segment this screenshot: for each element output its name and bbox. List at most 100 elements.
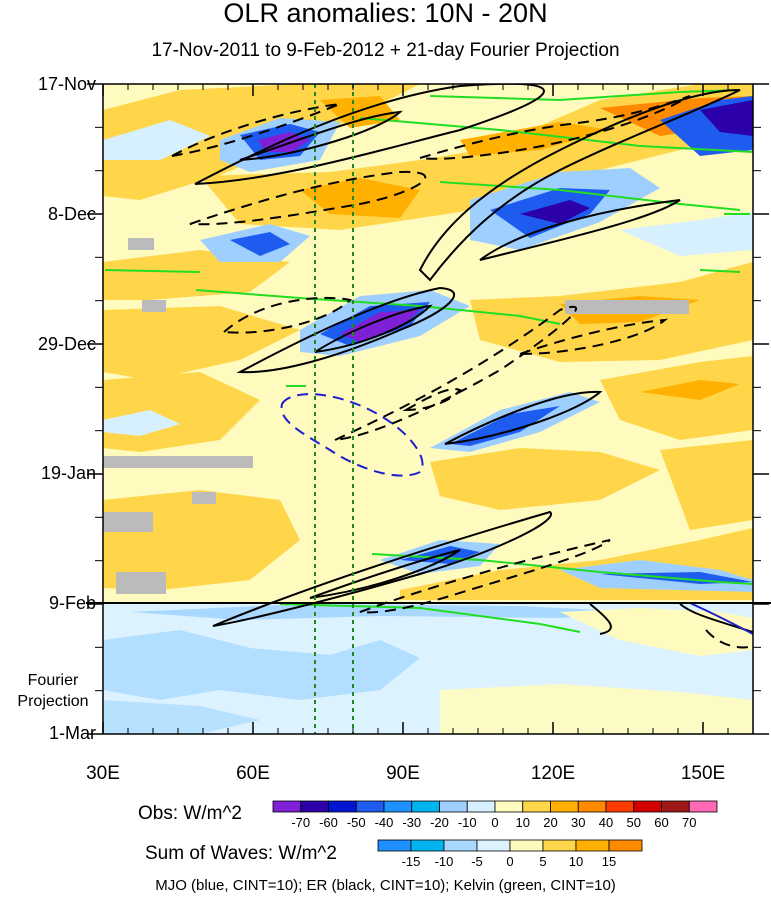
missing-data bbox=[565, 300, 689, 314]
colorbar-label: 50 bbox=[627, 815, 641, 830]
er-contour-positive bbox=[479, 199, 681, 261]
colorbar-label: 10 bbox=[569, 854, 583, 869]
missing-data bbox=[116, 572, 166, 594]
x-tick-label: 90E bbox=[386, 763, 420, 784]
axis-ticks bbox=[87, 83, 769, 735]
chart-subtitle: 17-Nov-2011 to 9-Feb-2012 + 21-day Fouri… bbox=[151, 40, 620, 61]
y-tick-label: 17-Nov bbox=[37, 74, 96, 94]
missing-data bbox=[103, 456, 253, 468]
missing-data bbox=[192, 492, 216, 504]
er-contour-positive bbox=[309, 549, 461, 599]
colorbar-swatch bbox=[377, 839, 412, 852]
er-contour-positive bbox=[418, 89, 741, 282]
colorbar-swatch bbox=[355, 800, 385, 813]
er-contour-positive bbox=[236, 286, 455, 374]
colorbar-swatch bbox=[550, 800, 579, 813]
colorbar-swatch bbox=[608, 839, 643, 852]
colorbar-swatch bbox=[522, 800, 551, 813]
waves-colorbar: -15 -10 -5 0 5 10 15 bbox=[377, 839, 643, 869]
positive-anomaly bbox=[430, 448, 660, 510]
colorbar-swatch bbox=[476, 839, 511, 852]
y-tick-label: 29-Dec bbox=[37, 334, 96, 354]
obs-colorbar: -70 -60 -50 -40 -30 -20 -10 0 10 20 30 40 50 60 70 bbox=[272, 800, 718, 830]
positive-anomaly bbox=[640, 380, 740, 400]
colorbar-label: 0 bbox=[506, 854, 513, 869]
colorbar-swatch bbox=[605, 800, 635, 813]
kelvin-contour bbox=[371, 553, 753, 585]
colorbar-swatch bbox=[328, 800, 357, 813]
colorbar-swatch bbox=[300, 800, 329, 813]
x-tick-label: 60E bbox=[236, 763, 270, 784]
colorbar-label: 20 bbox=[543, 815, 557, 830]
positive-anomaly bbox=[660, 440, 753, 530]
colorbar-swatch bbox=[542, 839, 577, 852]
colorbar-swatch bbox=[661, 800, 690, 813]
negative-anomaly bbox=[103, 120, 210, 160]
mjo-contour-negative bbox=[280, 393, 424, 477]
er-contour-negative bbox=[402, 388, 462, 412]
er-contour-negative bbox=[221, 296, 353, 334]
colorbar-swatch bbox=[688, 800, 718, 813]
er-contour-positive bbox=[239, 110, 403, 161]
colorbar-label: -70 bbox=[291, 815, 310, 830]
er-contour-negative bbox=[171, 103, 341, 157]
kelvin-contour bbox=[359, 117, 753, 153]
negative-anomaly bbox=[450, 406, 560, 446]
negative-anomaly bbox=[340, 310, 420, 342]
er-contour-negative bbox=[519, 318, 669, 355]
colorbar-label: 40 bbox=[599, 815, 613, 830]
er-contour-negative bbox=[419, 95, 691, 160]
er-contour-negative bbox=[334, 305, 577, 441]
colorbar-label: -60 bbox=[319, 815, 338, 830]
missing-data bbox=[103, 512, 153, 532]
negative-anomaly bbox=[520, 200, 590, 224]
colorbar-label: -40 bbox=[375, 815, 394, 830]
colorbar-swatch bbox=[633, 800, 662, 813]
y-tick-label: 8-Dec bbox=[47, 204, 96, 224]
er-contour-positive bbox=[212, 510, 553, 627]
er-contours bbox=[194, 84, 753, 635]
projection-blue-patch bbox=[103, 630, 420, 700]
colorbar-swatch bbox=[383, 800, 413, 813]
y-tick-label: 1-Mar bbox=[48, 723, 96, 743]
colorbar-label: -30 bbox=[402, 815, 421, 830]
fourier-projection-label: Fourier Projection bbox=[17, 672, 89, 710]
chart-title: OLR anomalies: 10N - 20N bbox=[223, 0, 548, 28]
colorbar-swatch bbox=[575, 839, 610, 852]
kelvin-contour bbox=[104, 269, 201, 273]
negative-anomaly bbox=[700, 100, 753, 136]
positive-anomaly bbox=[300, 178, 420, 218]
colorbar-label: 5 bbox=[539, 854, 546, 869]
x-tick-label: 120E bbox=[530, 763, 576, 784]
colorbar-label: -10 bbox=[435, 854, 454, 869]
colorbar-swatch bbox=[509, 839, 544, 852]
colorbar-label: 60 bbox=[654, 815, 668, 830]
y-tick-label: 19-Jan bbox=[40, 463, 96, 483]
negative-anomaly bbox=[103, 410, 180, 436]
projection-blue-patch bbox=[103, 700, 260, 734]
missing-data bbox=[142, 300, 166, 312]
colorbar-swatch bbox=[411, 800, 440, 813]
colorbar-swatch bbox=[466, 800, 496, 813]
colorbar-label: 70 bbox=[682, 815, 696, 830]
colorbar-label: -10 bbox=[458, 815, 477, 830]
colorbar-label: 30 bbox=[571, 815, 585, 830]
colorbar-swatch bbox=[494, 800, 524, 813]
colorbar-swatch bbox=[272, 800, 302, 813]
er-contour-positive bbox=[314, 304, 433, 353]
er-contours-negative bbox=[171, 95, 753, 649]
mjo-contours bbox=[280, 393, 753, 635]
negative-anomaly bbox=[620, 212, 753, 256]
er-contour-negative bbox=[359, 539, 611, 614]
positive-anomaly bbox=[103, 306, 300, 380]
colorbar-label: -50 bbox=[347, 815, 366, 830]
colorbar-label: -20 bbox=[430, 815, 449, 830]
x-tick-label: 150E bbox=[680, 763, 726, 784]
er-contour-negative bbox=[705, 629, 753, 649]
colorbar-swatch bbox=[410, 839, 445, 852]
positive-anomaly bbox=[600, 356, 753, 440]
y-tick-label: 9-Feb bbox=[48, 593, 96, 613]
colorbar-label: 10 bbox=[516, 815, 530, 830]
colorbar-swatch bbox=[443, 839, 478, 852]
